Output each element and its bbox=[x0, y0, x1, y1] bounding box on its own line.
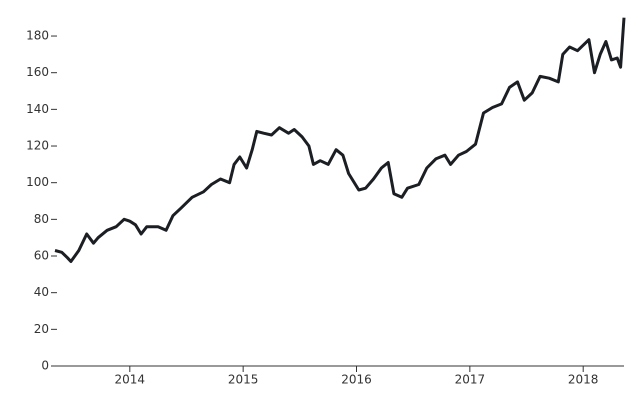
x-tick-label: 2018 bbox=[568, 373, 599, 387]
x-tick-label: 2016 bbox=[341, 373, 372, 387]
y-tick-label: 40 bbox=[34, 285, 49, 299]
x-tick-label: 2015 bbox=[228, 373, 259, 387]
x-tick-label: 2017 bbox=[455, 373, 486, 387]
y-tick-label: 60 bbox=[34, 249, 49, 263]
y-tick-label: 180 bbox=[26, 29, 49, 43]
y-tick-label: 140 bbox=[26, 102, 49, 116]
y-tick-label: 80 bbox=[34, 212, 49, 226]
y-tick-label: 100 bbox=[26, 175, 49, 189]
y-tick-label: 20 bbox=[34, 322, 49, 336]
y-tick-label: 160 bbox=[26, 65, 49, 79]
price-line bbox=[54, 17, 626, 263]
y-tick-label: 120 bbox=[26, 139, 49, 153]
y-tick-label: 0 bbox=[41, 359, 49, 373]
x-tick-label: 2014 bbox=[115, 373, 146, 387]
